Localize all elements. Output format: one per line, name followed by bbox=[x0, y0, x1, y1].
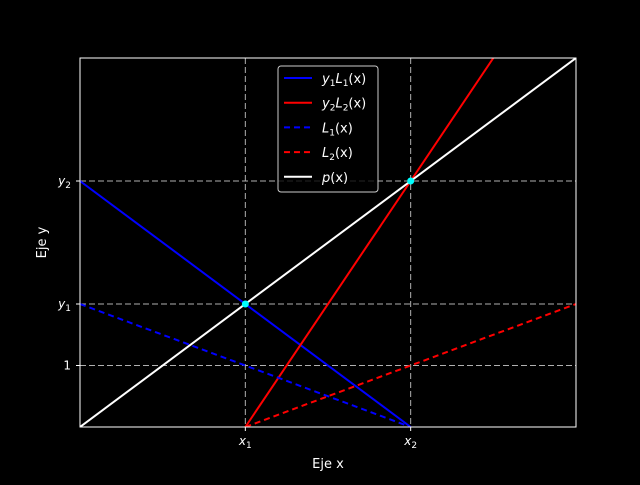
data-point-marker bbox=[241, 300, 249, 308]
x-axis-label: Eje x bbox=[312, 457, 344, 472]
data-point-marker bbox=[407, 177, 415, 185]
legend: y1L1(x) y2L2(x) L1(x) L2(x) p(x) bbox=[277, 65, 379, 193]
legend-box bbox=[277, 65, 379, 193]
ticks: x1 x2 1 y1 y2 bbox=[57, 174, 417, 451]
y-tick-label: y1 bbox=[57, 297, 71, 314]
legend-label: L2(x) bbox=[322, 146, 353, 163]
legend-label: p(x) bbox=[321, 171, 348, 186]
series-line-2 bbox=[80, 303, 412, 427]
x-tick-label: x2 bbox=[403, 434, 417, 451]
y-tick-label: y2 bbox=[57, 174, 71, 191]
marker-group bbox=[241, 177, 415, 308]
series-line-3 bbox=[244, 303, 576, 427]
x-tick-label: x1 bbox=[238, 434, 252, 451]
y-axis-label: Eje y bbox=[35, 226, 50, 258]
legend-label: y1L1(x) bbox=[321, 72, 366, 89]
legend-label: y2L2(x) bbox=[321, 97, 366, 114]
legend-label: L1(x) bbox=[322, 121, 353, 138]
series-line-4 bbox=[80, 58, 576, 427]
plot-frame bbox=[79, 57, 577, 428]
y-tick-label: 1 bbox=[63, 359, 71, 373]
series-line-1 bbox=[244, 58, 495, 427]
